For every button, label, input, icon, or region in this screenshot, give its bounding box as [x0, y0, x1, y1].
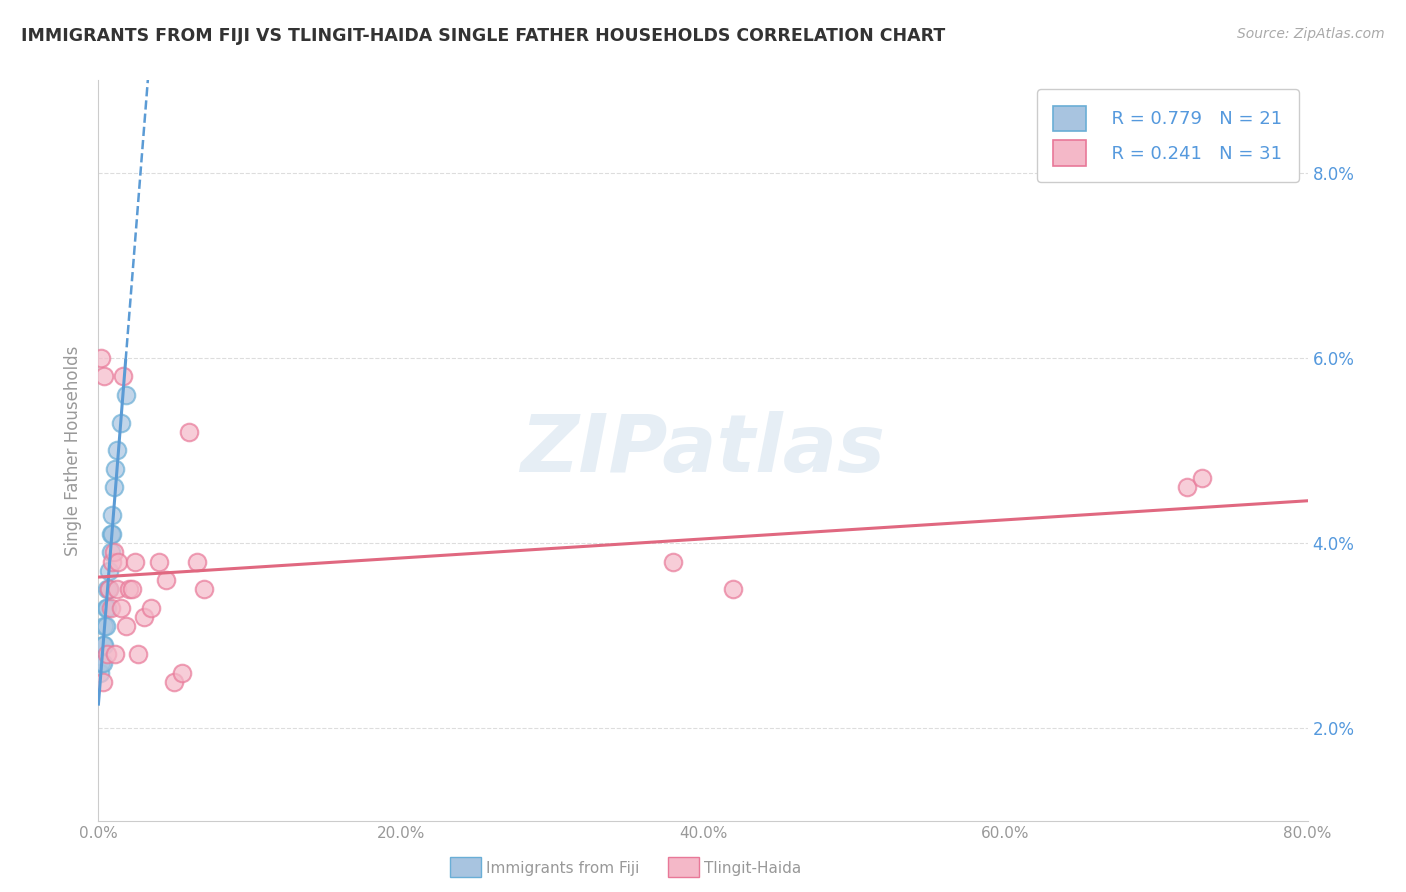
- Point: [93, 619, 115, 633]
- Point: [93, 638, 115, 652]
- Point: [101, 526, 124, 541]
- Point: [93, 369, 115, 384]
- Y-axis label: Single Father Households: Single Father Households: [65, 345, 83, 556]
- Point: [1175, 481, 1198, 495]
- Point: [104, 462, 127, 476]
- Point: [107, 554, 129, 569]
- Point: [170, 665, 193, 680]
- Point: [89, 665, 111, 680]
- Point: [98, 582, 121, 597]
- Text: ZIPatlas: ZIPatlas: [520, 411, 886, 490]
- Point: [132, 610, 155, 624]
- Point: [163, 674, 186, 689]
- Point: [104, 647, 127, 661]
- Point: [661, 554, 683, 569]
- Point: [118, 582, 141, 597]
- Point: [96, 600, 118, 615]
- Point: [1191, 471, 1213, 485]
- Point: [98, 564, 121, 578]
- Text: Source: ZipAtlas.com: Source: ZipAtlas.com: [1237, 27, 1385, 41]
- Point: [103, 545, 125, 559]
- Point: [105, 443, 128, 458]
- Legend:   R = 0.779   N = 21,   R = 0.241   N = 31: R = 0.779 N = 21, R = 0.241 N = 31: [1038, 89, 1299, 182]
- Point: [179, 425, 201, 439]
- Point: [91, 674, 114, 689]
- Point: [111, 369, 134, 384]
- Point: [127, 647, 149, 661]
- Point: [90, 351, 112, 365]
- Point: [193, 582, 215, 597]
- Point: [101, 508, 124, 523]
- Point: [100, 545, 122, 559]
- Point: [101, 554, 124, 569]
- Point: [96, 582, 118, 597]
- Point: [148, 554, 170, 569]
- Point: [98, 582, 121, 597]
- Point: [114, 619, 136, 633]
- Point: [155, 573, 177, 587]
- Point: [91, 638, 114, 652]
- Point: [141, 600, 163, 615]
- Point: [94, 600, 117, 615]
- Point: [186, 554, 208, 569]
- Point: [94, 619, 117, 633]
- Point: [103, 481, 125, 495]
- Text: Immigrants from Fiji: Immigrants from Fiji: [486, 862, 640, 876]
- Text: Tlingit-Haida: Tlingit-Haida: [704, 862, 801, 876]
- Point: [723, 582, 745, 597]
- Point: [90, 657, 112, 671]
- Point: [114, 388, 136, 402]
- Point: [105, 582, 128, 597]
- Point: [110, 416, 132, 430]
- Point: [100, 600, 122, 615]
- Point: [91, 657, 114, 671]
- Point: [100, 526, 122, 541]
- Point: [121, 582, 143, 597]
- Point: [124, 554, 146, 569]
- Point: [110, 600, 132, 615]
- Point: [96, 647, 118, 661]
- Text: IMMIGRANTS FROM FIJI VS TLINGIT-HAIDA SINGLE FATHER HOUSEHOLDS CORRELATION CHART: IMMIGRANTS FROM FIJI VS TLINGIT-HAIDA SI…: [21, 27, 945, 45]
